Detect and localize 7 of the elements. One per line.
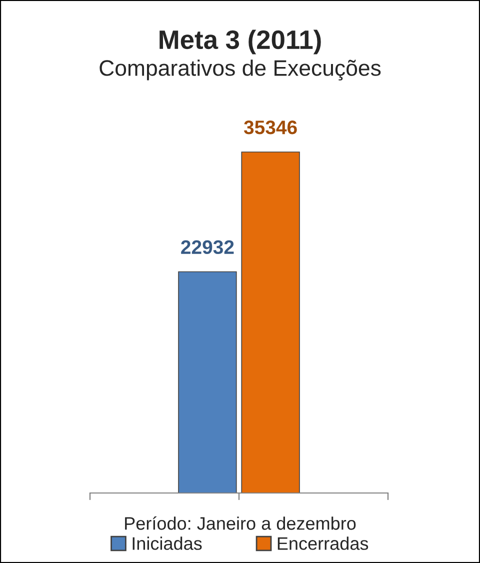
data-label: 35346 [244,120,297,134]
chart-subtitle: Comparativos de Execuções [100,60,381,80]
data-label: 22932 [181,240,234,254]
legend-label: Encerradas [278,536,368,550]
x-axis-title: Período: Janeiro a dezembro [125,516,356,530]
legend-label: Iniciadas [132,536,202,550]
chart-title: Meta 3 (2011) [160,30,321,54]
